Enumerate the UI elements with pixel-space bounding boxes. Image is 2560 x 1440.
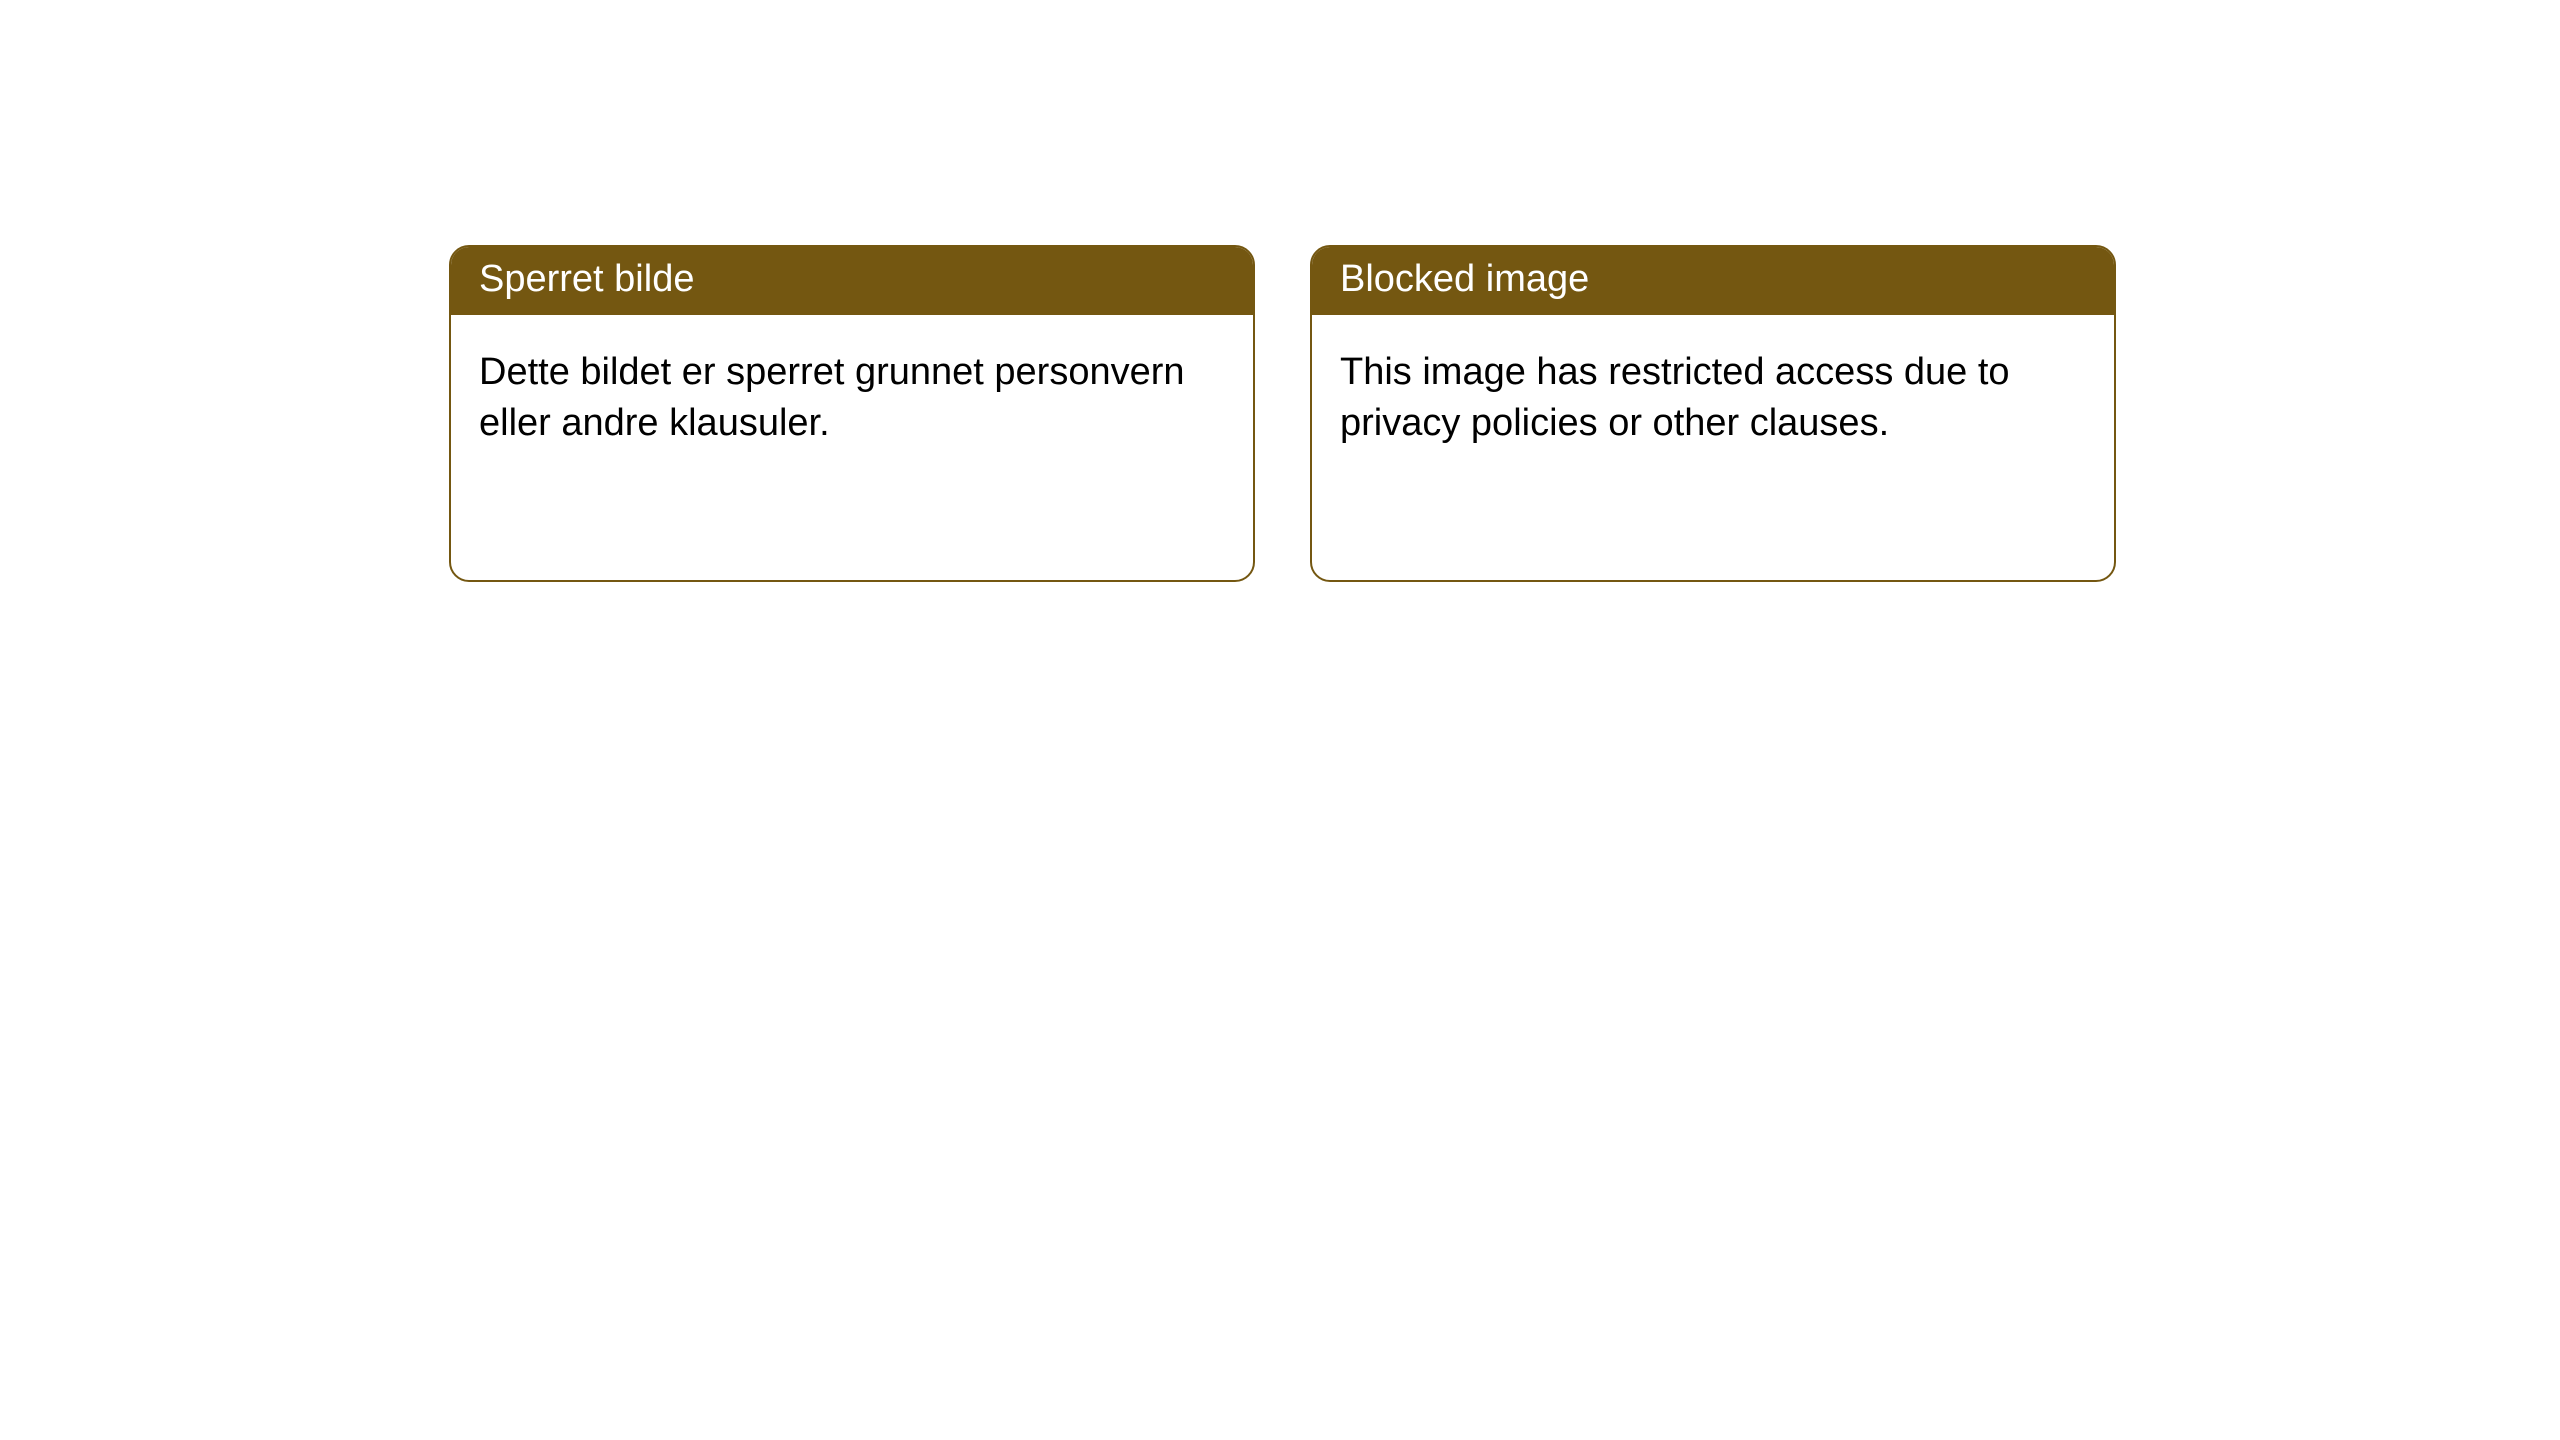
notice-card-english: Blocked image This image has restricted … <box>1310 245 2116 582</box>
card-body: Dette bildet er sperret grunnet personve… <box>451 315 1253 478</box>
card-body: This image has restricted access due to … <box>1312 315 2114 478</box>
card-title: Blocked image <box>1312 247 2114 315</box>
notice-card-norwegian: Sperret bilde Dette bildet er sperret gr… <box>449 245 1255 582</box>
card-title: Sperret bilde <box>451 247 1253 315</box>
notice-cards-row: Sperret bilde Dette bildet er sperret gr… <box>0 0 2560 582</box>
